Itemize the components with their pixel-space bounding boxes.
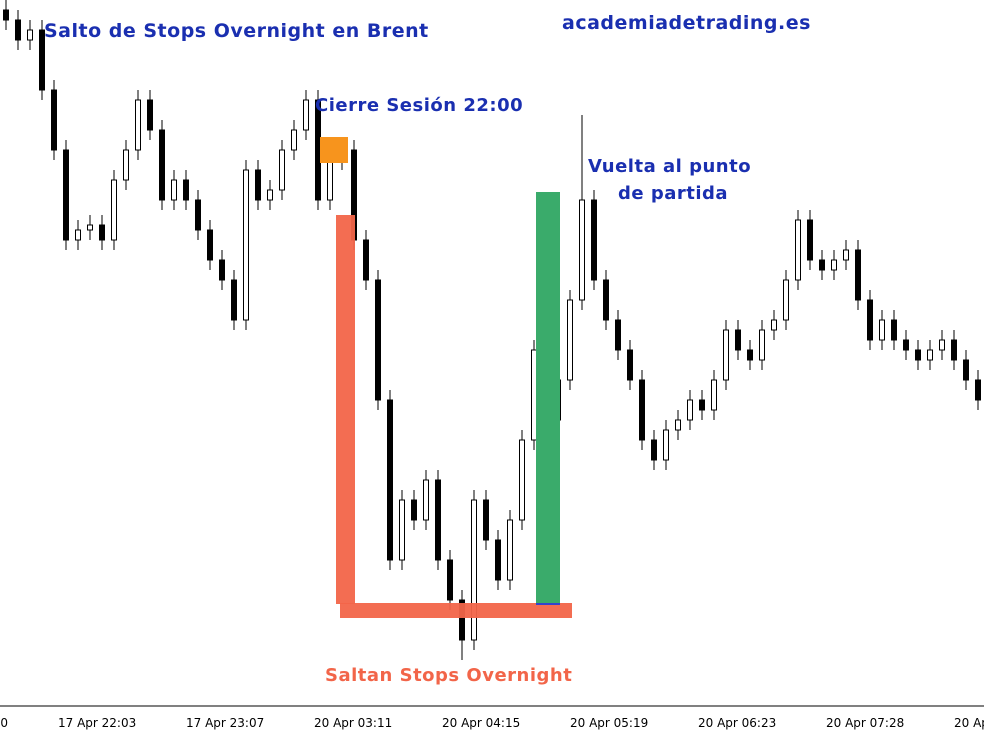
candle-body xyxy=(699,399,705,411)
candle-body xyxy=(243,169,249,321)
x-tick-label: 20 Apr 03:11 xyxy=(314,716,392,730)
candle-body xyxy=(303,99,309,131)
x-tick-label: 17 Apr 23:07 xyxy=(186,716,264,730)
candle-body xyxy=(951,339,957,361)
candle-body xyxy=(519,439,525,521)
candle-body xyxy=(843,249,849,261)
candle-body xyxy=(219,259,225,281)
candle-body xyxy=(663,429,669,461)
candle-body xyxy=(411,499,417,521)
candle-body xyxy=(747,349,753,361)
candle-body xyxy=(195,199,201,231)
candle-body xyxy=(87,224,93,231)
x-tick-label: 0 xyxy=(0,716,8,730)
candle-body xyxy=(771,319,777,331)
candle-body xyxy=(855,249,861,301)
candle-body xyxy=(399,499,405,561)
candle-body xyxy=(375,279,381,401)
x-tick-label: 20 Apr 06:23 xyxy=(698,716,776,730)
candle-body xyxy=(735,329,741,351)
x-axis-labels: 0 17 Apr 22:03 17 Apr 23:07 20 Apr 03:11 20 … xyxy=(0,716,984,730)
annotation: Cierre Sesión 22:00 xyxy=(315,95,523,116)
candle-body xyxy=(291,129,297,151)
candle-body xyxy=(3,9,9,21)
annotation: Vuelta al punto xyxy=(588,156,751,177)
candle-body xyxy=(135,99,141,151)
candle-body xyxy=(75,229,81,241)
candle-body xyxy=(639,379,645,441)
candle-body xyxy=(831,259,837,271)
candle-body xyxy=(579,199,585,301)
candle-body xyxy=(627,349,633,381)
candle-body xyxy=(51,89,57,151)
candle-body xyxy=(615,319,621,351)
candle-body xyxy=(27,29,33,41)
candle-body xyxy=(915,349,921,361)
candle-body xyxy=(651,439,657,461)
x-tick-label: 20 Ap xyxy=(954,716,984,730)
candle-body xyxy=(459,599,465,641)
candle-body xyxy=(435,479,441,561)
candle-body xyxy=(63,149,69,241)
candle-body xyxy=(891,319,897,341)
candle-body xyxy=(687,399,693,421)
candle-body xyxy=(591,199,597,281)
watermark: academiadetrading.es xyxy=(562,12,811,34)
stops-bar xyxy=(340,603,572,618)
candle-body xyxy=(363,239,369,281)
candle-body xyxy=(471,499,477,641)
recovery-bar xyxy=(536,192,560,604)
x-tick-label: 20 Apr 07:28 xyxy=(826,716,904,730)
candle-body xyxy=(783,279,789,321)
candle-body xyxy=(447,559,453,601)
candle-body xyxy=(819,259,825,271)
candle-body xyxy=(111,179,117,241)
x-tick-label: 20 Apr 04:15 xyxy=(442,716,520,730)
candle-body xyxy=(423,479,429,521)
candle-body xyxy=(231,279,237,321)
candle-body xyxy=(879,319,885,341)
candle-body xyxy=(723,329,729,381)
candle-body xyxy=(159,129,165,201)
drop-bar xyxy=(336,215,355,604)
candle-body xyxy=(531,349,537,441)
candle-body xyxy=(567,299,573,381)
candle-body xyxy=(207,229,213,261)
annotation: de partida xyxy=(618,183,728,204)
candle-body xyxy=(39,29,45,91)
candle-body xyxy=(939,339,945,351)
candle-body xyxy=(279,149,285,191)
x-tick-label: 17 Apr 22:03 xyxy=(58,716,136,730)
candle-body xyxy=(387,399,393,561)
candle-body xyxy=(255,169,261,201)
candle-body xyxy=(267,189,273,201)
candle-body xyxy=(975,379,981,401)
candle-body xyxy=(171,179,177,201)
candle-body xyxy=(99,224,105,241)
candle-body xyxy=(483,499,489,541)
candle-body xyxy=(603,279,609,321)
candle-body xyxy=(123,149,129,181)
chart-title: Salto de Stops Overnight en Brent xyxy=(44,20,429,42)
x-tick-label: 20 Apr 05:19 xyxy=(570,716,648,730)
candle-body xyxy=(867,299,873,341)
candle-body xyxy=(963,359,969,381)
candle-body xyxy=(15,19,21,41)
candle-body xyxy=(795,219,801,281)
session-close-box xyxy=(320,137,348,163)
candle-body xyxy=(183,179,189,201)
candle-body xyxy=(507,519,513,581)
candle-body xyxy=(927,349,933,361)
annotation: Saltan Stops Overnight xyxy=(325,665,572,686)
candle-body xyxy=(711,379,717,411)
candle-body xyxy=(147,99,153,131)
candle-body xyxy=(327,159,333,201)
candle-body xyxy=(495,539,501,581)
candle-body xyxy=(903,339,909,351)
candle-body xyxy=(759,329,765,361)
candle-body xyxy=(675,419,681,431)
candle-body xyxy=(807,219,813,261)
